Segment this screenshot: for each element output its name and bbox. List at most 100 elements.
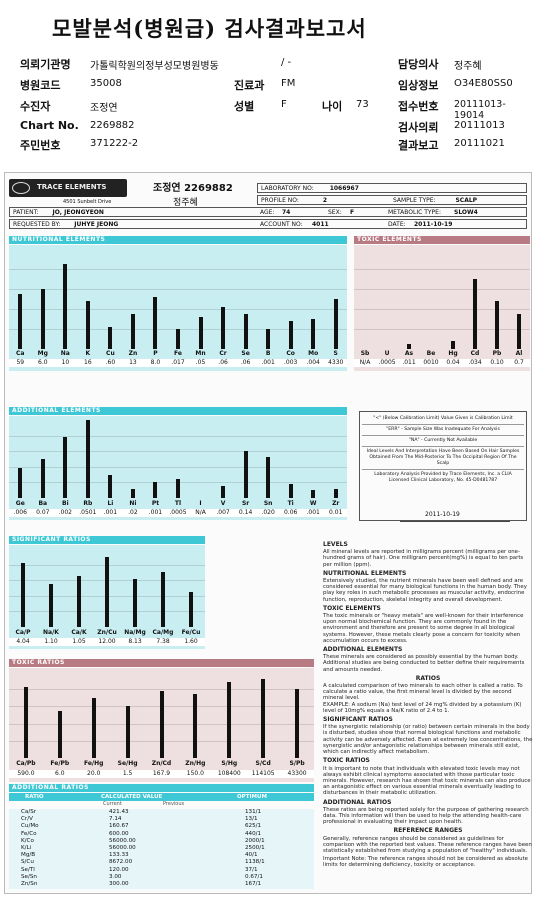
additional-category-label: Zr bbox=[332, 500, 340, 507]
chart-value: 2269882 bbox=[90, 120, 135, 131]
ratio-optimum: 167/1 bbox=[245, 881, 262, 887]
rrn-value: 371222-2 bbox=[90, 138, 139, 149]
toxic-value-label: .0005 bbox=[378, 359, 396, 366]
toxic-category-label: Al bbox=[515, 350, 523, 357]
metabolic-value: SLOW4 bbox=[454, 209, 478, 216]
toxic-ratios-value-label: 6.0 bbox=[55, 770, 65, 777]
toxic-ratios-bar-zn-hg bbox=[193, 693, 198, 758]
additional-category-label: Tl bbox=[174, 500, 182, 507]
requested-value: JUHYE JEONG bbox=[74, 221, 119, 228]
toxic-ratios-category-label: Fe/Pb bbox=[50, 760, 70, 767]
legend-note-4: Ideal Levels And Interpretation Have Bee… bbox=[362, 447, 524, 470]
toxic-ratios-bar-zn-cd bbox=[159, 690, 164, 758]
toxic-bar-al bbox=[517, 314, 521, 349]
additional-category-label: W bbox=[309, 500, 317, 507]
legend-notes-box: "<" (Below Calibration Limit) Value Give… bbox=[359, 411, 527, 521]
additional-category-label: Rb bbox=[83, 500, 93, 507]
col-previous: Previous bbox=[163, 801, 185, 807]
toxic-value-label: 0010 bbox=[423, 359, 439, 366]
additional-value-label: .0501 bbox=[79, 509, 97, 516]
clinical-value: O34E80SS0 bbox=[454, 78, 513, 89]
ratio-optimum: 440/1 bbox=[245, 830, 262, 837]
toxic-bar-cd bbox=[473, 279, 477, 349]
additional-bar-li bbox=[108, 474, 113, 498]
additional-category-label: Pt bbox=[151, 500, 160, 507]
ratio-row: Cu/Mo 160.67 625/1 bbox=[9, 823, 314, 830]
nutritional-value-label: 13 bbox=[129, 359, 137, 366]
ratio-row: K/Co 56000.00 2000/1 bbox=[9, 838, 314, 845]
additional-gridline bbox=[9, 435, 347, 437]
ratio-current: 133.33 bbox=[109, 852, 129, 859]
toxic-gridline bbox=[354, 269, 530, 270]
doctor-label: 담당의사 bbox=[398, 58, 439, 71]
toxic-value-label: .011 bbox=[402, 359, 416, 366]
toxic-ratios-value-label: 43300 bbox=[287, 770, 307, 777]
nutritional-bar-na bbox=[63, 264, 68, 349]
levels-heading: LEVELS bbox=[323, 541, 348, 548]
ref-note: Important Note: The reference ranges sho… bbox=[323, 856, 528, 869]
ratio-name: Mg/B bbox=[21, 852, 36, 859]
chart-label: Chart No. bbox=[20, 119, 79, 132]
institution-value: 가톨릭학원의정부성모병원병동 bbox=[90, 61, 219, 72]
account-label: ACCOUNT NO: bbox=[260, 221, 303, 228]
sig-ratios-bar-ca-k bbox=[77, 576, 81, 627]
ratio-row: Se/Sn 3.00 0.67/1 bbox=[9, 874, 314, 881]
toxic-category-label: Hg bbox=[448, 350, 458, 357]
toxic-text: The toxic minerals or "heavy metals" are… bbox=[323, 613, 524, 644]
ref-text: Generally, reference ranges should be co… bbox=[323, 835, 532, 854]
ratio-current: 56000.00 bbox=[109, 845, 136, 851]
nutritional-category-label: Se bbox=[241, 350, 250, 357]
toxic-category-label: Sb bbox=[360, 350, 370, 357]
toxic-ratios-chart: Ca/Pb Fe/Pb Fe/Hg Se/Hg Zn/Cd Zn/Hg S/Hg S/Cd S/… bbox=[9, 668, 314, 782]
nutritional-gridline bbox=[9, 309, 347, 310]
sig-ratios-title: SIGNIFICANT RATIOS bbox=[9, 536, 205, 544]
ratio-name: S/Cu bbox=[21, 859, 34, 866]
nutritional-value-label: .004 bbox=[306, 359, 320, 366]
signature-date: 2011-10-19 bbox=[425, 511, 460, 518]
levels-text: All mineral levels are reported in milli… bbox=[323, 549, 524, 568]
ratio-row: Se/Tl 120.00 37/1 bbox=[9, 867, 314, 874]
toxic-ratios-bar-se-hg bbox=[125, 706, 130, 758]
nutritional-category-label: K bbox=[85, 350, 91, 357]
col-current: Current bbox=[103, 801, 122, 807]
sig-ratios-bar-na-mg bbox=[133, 578, 137, 627]
sig-ratios-bar-ca-mg bbox=[161, 572, 165, 627]
nutritional-bar-p bbox=[153, 297, 158, 349]
ratio-current: 421.43 bbox=[109, 809, 129, 815]
nutritional-plot bbox=[9, 249, 347, 349]
nutritional-heading: NUTRITIONAL ELEMENTS bbox=[323, 569, 407, 577]
toxic-bar-pb bbox=[495, 301, 499, 349]
toxic-ratios-title: TOXIC RATIOS bbox=[9, 659, 314, 667]
nutritional-bar-cr bbox=[221, 307, 226, 349]
add-ratios-header: RATIO CALCULATED VALUE OPTIMUM bbox=[9, 793, 314, 801]
additional-category-label: Ba bbox=[38, 500, 48, 507]
additional-value-label: .006 bbox=[13, 509, 27, 516]
nutritional-category-label: Co bbox=[286, 350, 295, 357]
nutritional-bar-se bbox=[243, 314, 248, 349]
date-label: DATE: bbox=[388, 221, 406, 228]
nutritional-category-label: Ca bbox=[16, 350, 25, 357]
profile-box: PROFILE NO: 2 SAMPLE TYPE: SCALP bbox=[257, 195, 527, 205]
nutritional-bar-cu bbox=[108, 327, 113, 349]
ratio-name: Ca/Sr bbox=[21, 809, 37, 815]
patient-box: PATIENT: JO, JEONGYEON AGE: 74 SEX: F ME… bbox=[9, 207, 527, 217]
requested-box: REQUESTED BY: JUHYE JEONG ACCOUNT NO: 40… bbox=[9, 219, 527, 229]
additional-categories: Ge Ba Bi Rb Li Ni Pt Tl I V Sr Sn Ti W Zr bbox=[9, 500, 347, 508]
sex-label: 성별 bbox=[234, 100, 255, 113]
report-patient-value: JO, JEONGYEON bbox=[52, 209, 104, 216]
toxic-category-label: Pb bbox=[492, 350, 502, 357]
sig-ratios-value-label: 12.00 bbox=[98, 638, 116, 645]
nutritional-category-label: Mg bbox=[37, 350, 48, 357]
toxic-ratios-value-label: 108400 bbox=[217, 770, 241, 777]
sig-ratios-categories: Ca/P Na/K Ca/K Zn/Cu Na/Mg Ca/Mg Fe/Cu bbox=[9, 629, 205, 637]
ratio-current: 300.00 bbox=[109, 881, 129, 887]
additional-category-label: Sr bbox=[241, 500, 250, 507]
additional-category-label: I bbox=[199, 500, 202, 507]
patient-value: 조정연 bbox=[90, 103, 118, 114]
toxic-ratios-bar-s-pb bbox=[295, 689, 300, 758]
sig-ratios-value-label: 4.04 bbox=[16, 638, 30, 645]
col-optimum: OPTIMUM bbox=[237, 794, 267, 800]
nutritional-value-label: .001 bbox=[261, 359, 275, 366]
ratio-optimum: 131/1 bbox=[245, 809, 262, 815]
additional-value-label: 0.14 bbox=[238, 509, 253, 516]
